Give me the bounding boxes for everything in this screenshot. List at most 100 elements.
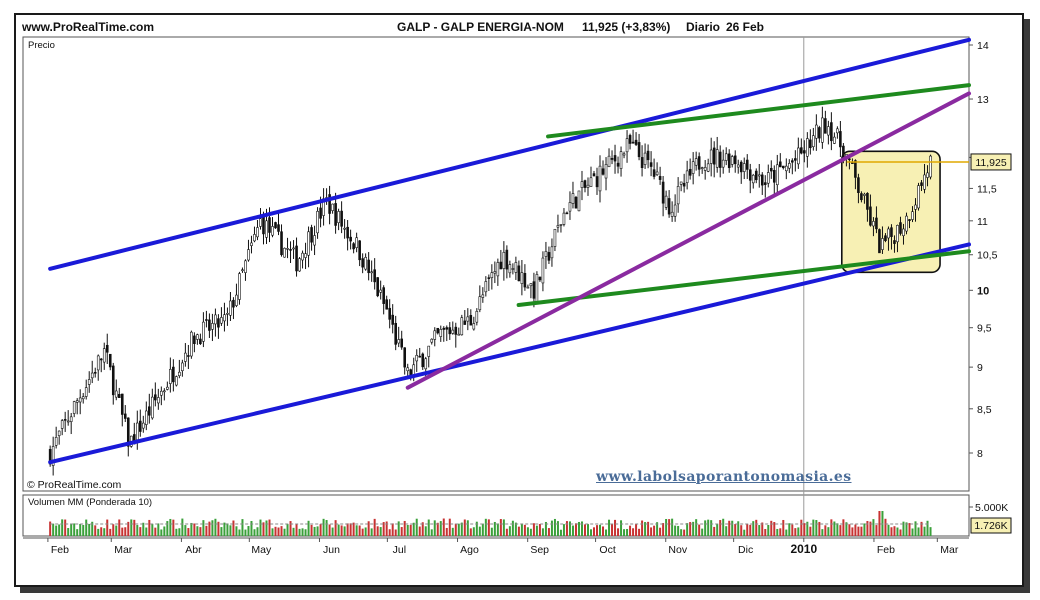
x-tick-label: Oct [599,544,615,556]
volume-bar [629,525,632,536]
volume-bar [899,529,902,536]
y-axis-title: Precio [28,40,55,51]
volume-bar [79,523,82,536]
volume-bar [301,528,304,536]
volume-bar [848,524,851,536]
volume-bar [415,518,418,536]
candle-body [595,176,599,188]
volume-bar [824,525,827,536]
volume-bar [580,521,583,536]
volume-bar [719,520,722,536]
candle-body [818,127,821,139]
volume-bar [76,529,79,536]
volume-bar [271,528,274,536]
volume-bar [920,521,923,536]
volume-bar [505,528,508,536]
volume-bar [508,526,511,536]
volume-bar [535,525,538,536]
volume-bar [812,519,815,536]
volume-bar [178,528,181,536]
candle-body [688,168,692,176]
volume-bar [556,521,559,536]
candle-body [724,153,728,161]
candle-body [448,327,452,335]
volume-bar [517,526,520,536]
volume-bar [836,523,839,536]
y-tick-label: 10 [977,285,989,297]
volume-bar [608,519,611,536]
candle-body [830,122,833,142]
candle-body [794,158,797,161]
volume-bar [890,527,893,536]
candle-body [800,147,803,154]
candle-body [117,394,121,398]
candle-body [691,161,695,174]
x-tick-label: Mar [114,544,133,556]
volume-bar [136,525,139,536]
volume-bar [307,520,310,536]
volume-bar [277,527,280,536]
x-tick-label: 2010 [790,542,817,556]
volume-bar [217,521,220,536]
volume-bar [103,528,106,536]
candle-body [253,234,256,242]
volume-bar [403,520,406,536]
volume-bar [617,528,620,536]
candle-body [836,128,839,134]
last-price-label: 11,925 [975,157,1006,169]
candle-body [175,376,178,386]
candle-body [148,406,151,416]
volume-bar [523,524,526,536]
candle-body [803,150,806,154]
volume-bar [863,523,866,536]
volume-bar [304,529,307,536]
volume-bar [328,524,331,536]
candle-body [238,273,241,300]
candle-body [361,258,364,268]
candle-body [51,446,55,466]
volume-bar [211,520,214,536]
volume-bar [250,521,253,536]
volume-bar [737,521,740,536]
candle-body [343,227,346,230]
candle-body [664,195,668,208]
volume-bar [902,521,905,536]
candle-body [367,259,370,274]
candle-body [445,327,449,330]
volume-bar [695,519,698,536]
volume-bar [641,520,644,536]
volume-bar [707,519,710,536]
candle-body [142,422,145,429]
watermark-link[interactable]: www.labolsaporantonomasia.es [596,469,852,485]
volume-bar [427,519,430,536]
volume-bar [623,529,626,536]
volume-bar [268,519,271,536]
candle-body [538,276,542,281]
candle-body [205,319,208,321]
volume-bar [112,524,115,536]
candle-body [187,355,190,357]
volume-bar [734,524,737,536]
candle-body [893,240,896,244]
candle-body [673,204,677,217]
candle-body [748,169,752,181]
candle-body [151,396,154,419]
volume-bar [115,525,118,536]
candle-body [430,338,434,343]
volume-bar [313,526,316,536]
candle-body [649,162,653,167]
candle-body [559,224,563,226]
candle-body [57,430,61,436]
candle-body [827,126,830,136]
candle-body [791,160,794,163]
candle-body [310,227,313,243]
volume-bar [340,525,343,536]
volume-bars [49,511,932,536]
candle-body [466,316,470,322]
candle-body [75,400,79,403]
candle-body [208,319,211,331]
volume-bar [611,523,614,536]
candle-body [388,307,391,320]
site-name[interactable]: www.ProRealTime.com [22,20,155,34]
candle-body [610,158,614,160]
